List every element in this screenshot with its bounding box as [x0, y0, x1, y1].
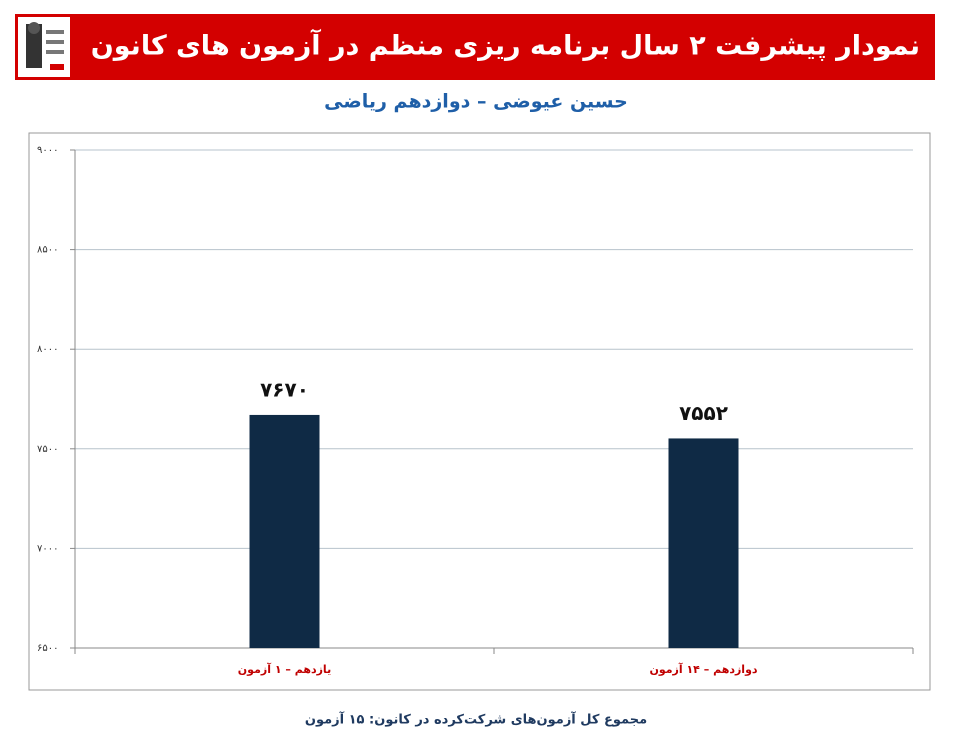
data-label: ۷۵۵۲ — [679, 401, 728, 425]
data-label: ۷۶۷۰ — [260, 377, 309, 401]
y-tick-label: ۸۵۰۰ — [37, 245, 58, 256]
y-tick-label: ۶۵۰۰ — [37, 643, 58, 654]
chart-title: نمودار پیشرفت ۲ سال برنامه ریزی منظم در … — [91, 29, 920, 62]
plot-frame — [28, 132, 931, 691]
x-tick-label: دوازدهم – ۱۴ آزمون — [649, 662, 757, 676]
chart-subtitle: حسین عیوضی – دوازدهم ریاضی — [324, 91, 628, 113]
footnote: مجموع کل آزمون‌های شرکت‌کرده در کانون: ۱… — [305, 711, 647, 728]
y-tick-label: ۸۰۰۰ — [37, 344, 58, 355]
logo — [18, 17, 70, 77]
title-banner — [15, 14, 935, 80]
y-tick-label: ۹۰۰۰ — [37, 145, 58, 156]
y-tick-label: ۷۵۰۰ — [37, 444, 58, 455]
y-tick-label: ۷۰۰۰ — [37, 543, 58, 554]
bar — [249, 414, 320, 648]
bar — [668, 438, 739, 648]
x-tick-label: یازدهم – ۱ آزمون — [238, 662, 331, 676]
